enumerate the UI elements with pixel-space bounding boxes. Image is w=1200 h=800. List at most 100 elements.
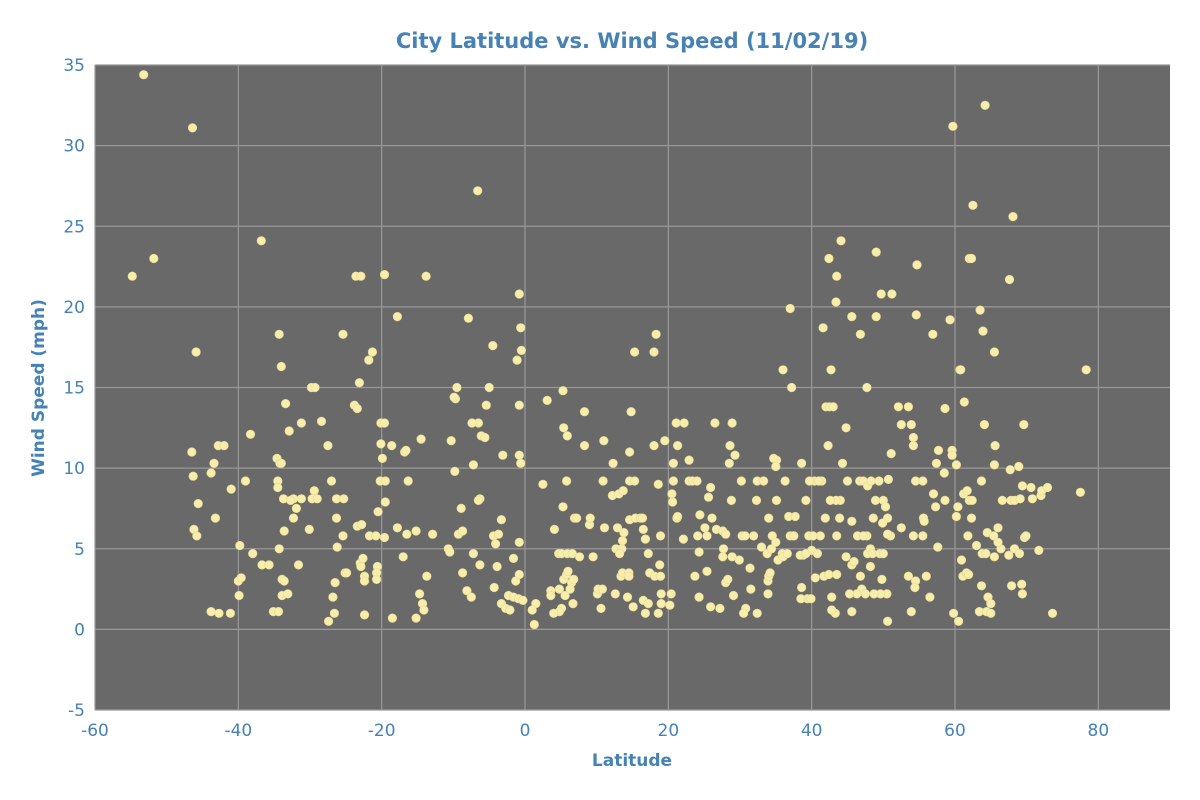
data-point [498, 450, 508, 460]
data-point [655, 560, 665, 570]
data-point [608, 458, 618, 468]
data-point [339, 494, 349, 504]
data-point [565, 584, 575, 594]
data-point [801, 495, 811, 506]
data-point [288, 513, 299, 523]
data-point [993, 537, 1003, 547]
data-point [514, 400, 524, 410]
data-point [804, 476, 815, 486]
data-point [727, 418, 737, 428]
data-point [847, 516, 857, 526]
data-point [304, 524, 314, 535]
data-point [785, 303, 795, 314]
data-point [806, 594, 816, 604]
data-point [980, 100, 990, 110]
data-point [274, 544, 284, 554]
data-point [342, 568, 352, 578]
data-point [668, 458, 679, 468]
data-point [862, 382, 872, 393]
data-point [730, 450, 740, 460]
data-point [273, 482, 283, 493]
data-point [316, 416, 327, 427]
chart-title: City Latitude vs. Wind Speed (11/02/19) [396, 29, 868, 53]
data-point [966, 253, 977, 264]
data-point [149, 253, 159, 264]
data-point [598, 476, 608, 486]
data-point [1081, 365, 1091, 375]
data-point [671, 418, 681, 428]
data-point [738, 608, 749, 618]
data-point [786, 382, 797, 393]
data-point [966, 513, 977, 523]
data-point [989, 552, 1000, 562]
data-point [903, 402, 914, 412]
x-tick-label: -60 [81, 721, 109, 741]
data-point [962, 486, 972, 496]
data-point [372, 574, 382, 585]
data-point [860, 589, 871, 599]
data-point [979, 420, 990, 430]
data-point [967, 495, 977, 506]
data-point [214, 608, 224, 618]
data-point [264, 560, 274, 570]
data-point [617, 536, 628, 546]
x-tick-label: 40 [801, 721, 823, 741]
data-point [206, 606, 216, 617]
data-point [808, 531, 818, 541]
data-point [279, 576, 289, 586]
data-point [877, 518, 888, 528]
data-point [354, 378, 365, 388]
data-point [672, 511, 683, 522]
data-point [718, 544, 729, 554]
data-point [963, 531, 973, 541]
data-point [668, 476, 679, 486]
data-point [956, 555, 967, 565]
data-point [724, 458, 734, 468]
data-point [906, 420, 916, 430]
data-point [516, 345, 527, 356]
data-point [359, 576, 370, 586]
data-point [667, 489, 677, 499]
data-point [812, 548, 823, 559]
data-point [560, 590, 570, 601]
data-point [745, 563, 755, 573]
y-tick-label: -5 [68, 701, 85, 721]
data-point [893, 402, 904, 412]
data-point [274, 329, 284, 339]
data-point [398, 552, 408, 562]
data-point [527, 605, 537, 615]
data-point [356, 271, 366, 281]
data-point [910, 582, 920, 593]
data-point [818, 323, 828, 333]
data-point [849, 556, 859, 567]
data-point [411, 613, 421, 623]
x-tick-label: 0 [520, 721, 531, 741]
data-point [491, 539, 501, 549]
data-point [379, 418, 390, 428]
data-point [746, 584, 756, 594]
data-point [866, 476, 876, 486]
data-point [538, 479, 548, 489]
data-point [956, 365, 966, 375]
data-point [868, 513, 878, 523]
y-tick-label: 30 [63, 137, 85, 157]
data-point [703, 492, 714, 502]
data-point [1042, 482, 1053, 493]
data-point [780, 476, 790, 486]
data-point [908, 531, 919, 541]
data-point [765, 568, 775, 578]
data-point [546, 590, 556, 601]
data-point [481, 400, 491, 410]
data-point [484, 382, 494, 393]
data-point [191, 347, 201, 357]
data-point [925, 592, 935, 602]
data-point [421, 271, 431, 281]
data-point [930, 502, 941, 512]
data-point [428, 529, 438, 539]
data-point [718, 552, 728, 562]
data-point [823, 441, 833, 451]
data-point [986, 608, 996, 618]
data-point [660, 436, 670, 446]
data-point [496, 515, 507, 525]
x-tick-labels: -60 -40 -20 0 20 40 60 80 [81, 721, 1109, 741]
